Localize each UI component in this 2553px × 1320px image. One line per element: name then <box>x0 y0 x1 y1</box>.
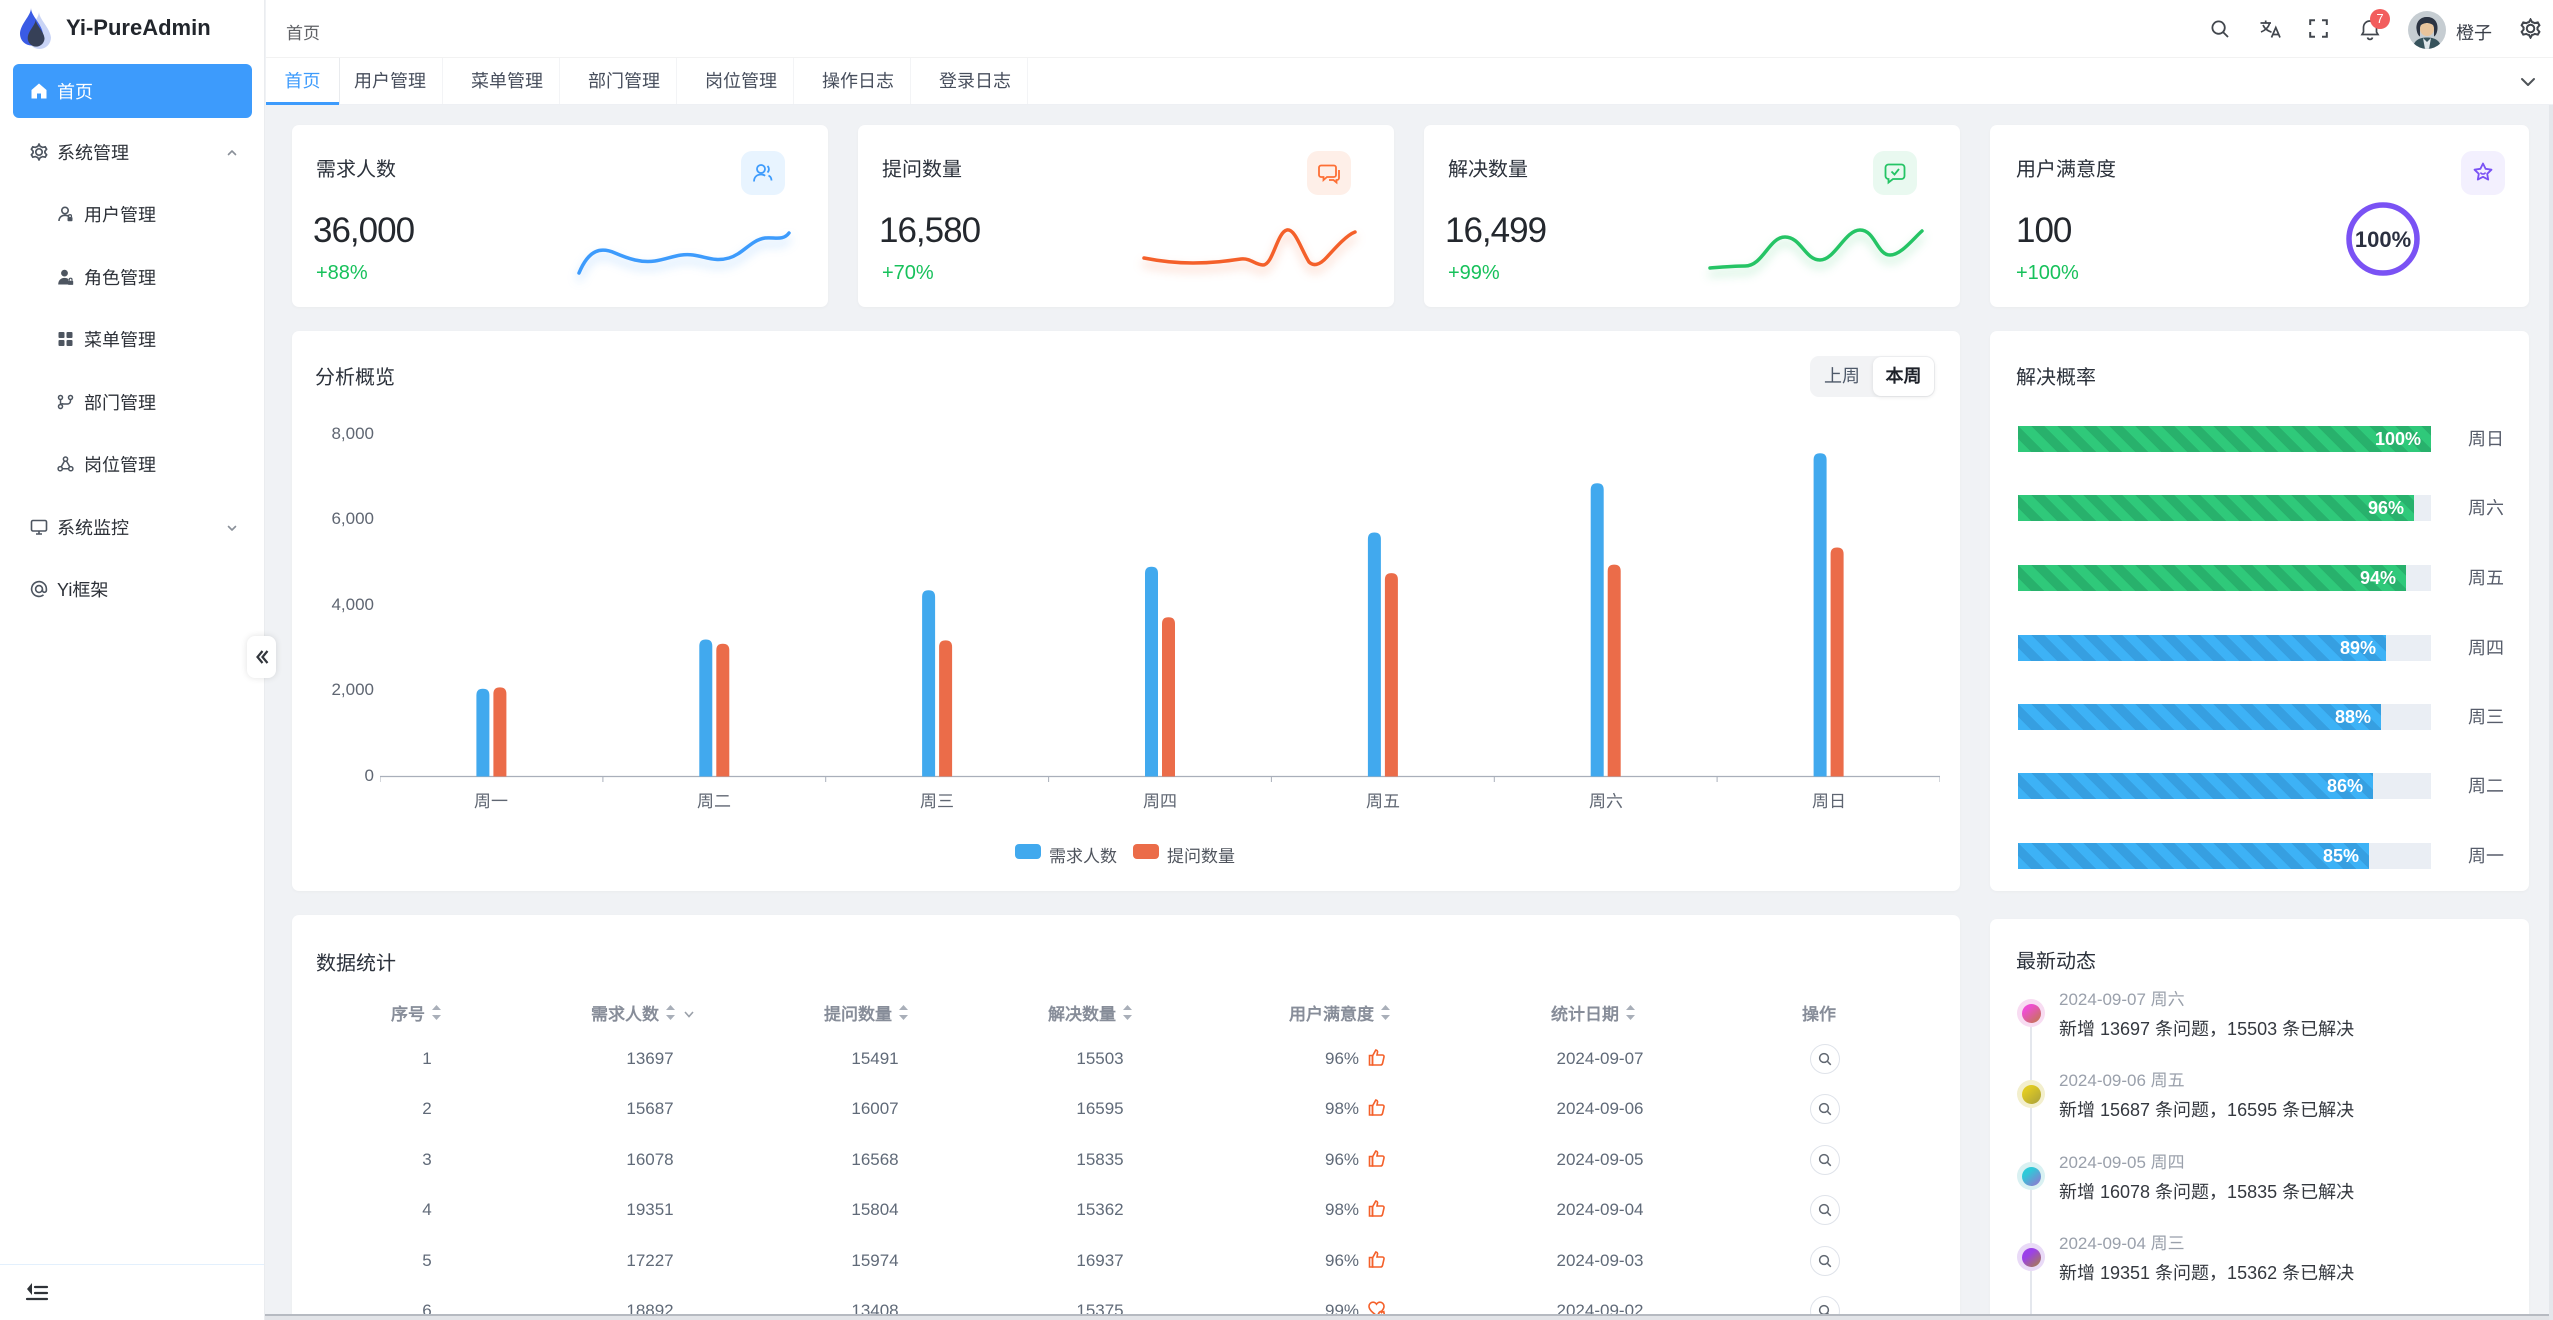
svg-text:100%: 100% <box>2355 227 2411 252</box>
